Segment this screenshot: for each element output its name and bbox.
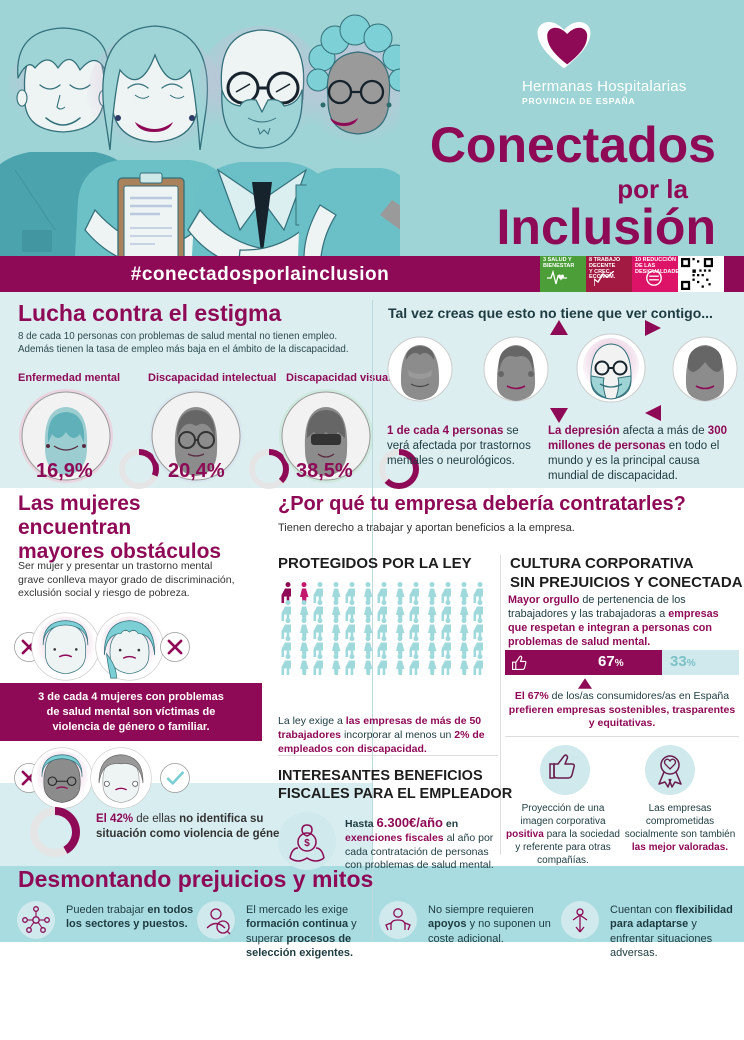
svg-text:$: $ <box>304 838 310 849</box>
